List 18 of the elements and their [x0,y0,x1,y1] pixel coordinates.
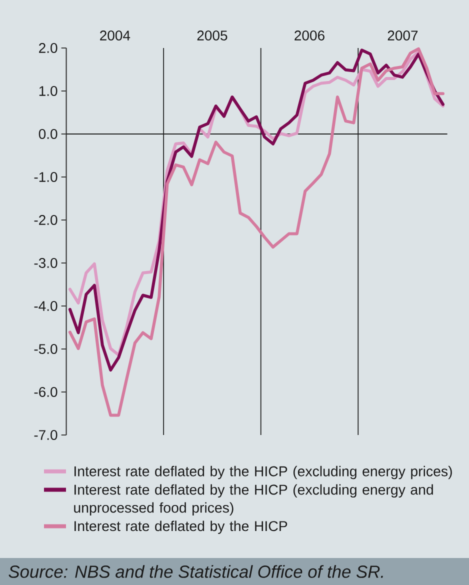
y-tick-label: -6.0 [34,387,58,397]
y-tick-label: -1.0 [34,172,58,182]
y-tick-label: -2.0 [34,215,58,225]
x-tick-label: 2006 [294,30,324,40]
legend-label: Interest rate deflated by the HICP [74,520,288,534]
y-tick-label: -4.0 [34,301,58,311]
x-tick-label: 2004 [100,30,130,40]
x-tick-label: 2007 [388,30,418,40]
y-tick-label: -5.0 [34,344,58,354]
y-tick-label: -7.0 [34,430,58,440]
y-tick-label: 0.0 [38,129,58,139]
x-tick-label: 2005 [197,30,228,40]
y-tick-label: -3.0 [34,258,58,268]
legend-label: Interest rate deflated by the HICP (excluding energy prices) [74,466,452,480]
y-tick-label: 1.0 [39,86,58,96]
source-note: Source: NBS and the Statistical Office of the SR. [8,565,383,578]
y-tick-label: 2.0 [39,43,58,53]
legend-label: Interest rate deflated by the HICP (excluding energy and unprocessed food prices) [74,484,433,516]
